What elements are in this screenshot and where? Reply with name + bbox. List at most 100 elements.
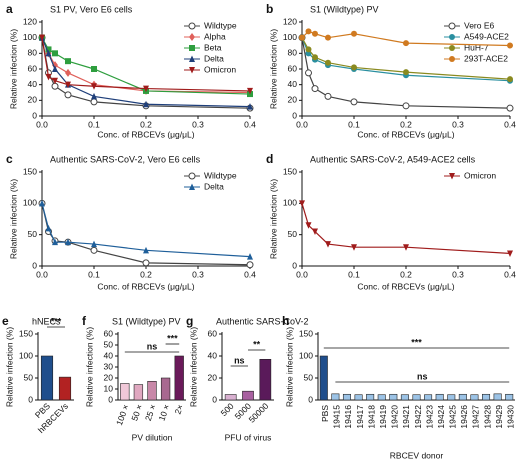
y-tick-label: 60 — [104, 328, 114, 338]
data-point — [143, 85, 149, 93]
data-point — [91, 92, 97, 100]
bar — [435, 393, 444, 401]
x-tick-label: 0.4 — [504, 269, 516, 279]
x-tick-label: 0.3 — [192, 269, 204, 279]
y-axis-label: Relative infection (%) — [8, 179, 18, 259]
x-tick-label: 0.4 — [244, 269, 256, 279]
panel-label: d — [266, 152, 273, 166]
x-axis-label: Conc. of RBCEVs (μg/μL) — [97, 129, 194, 139]
legend-label: Wildtype — [204, 170, 237, 180]
y-tick-label: 100 — [23, 198, 37, 208]
y-tick-label: 0 — [108, 394, 113, 404]
data-point — [52, 77, 58, 85]
y-tick-label: 120 — [283, 16, 297, 26]
legend-marker — [449, 45, 455, 51]
data-point — [52, 61, 58, 70]
y-tick-label: 120 — [23, 16, 37, 26]
y-tick-label: 0 — [28, 394, 33, 404]
data-point — [305, 28, 312, 35]
data-point — [247, 103, 253, 110]
x-tick-label: 19418 — [366, 405, 376, 429]
bar — [342, 393, 351, 401]
data-point — [65, 58, 71, 65]
data-point — [507, 42, 513, 49]
y-tick-label: 100 — [283, 32, 297, 42]
bar — [389, 393, 398, 401]
y-tick-label: 100 — [283, 198, 297, 208]
data-point — [91, 83, 97, 90]
y-tick-label: 20 — [28, 95, 38, 105]
y-axis-label: Relative infection (%) — [188, 327, 198, 407]
legend-label: Vero E6 — [464, 20, 495, 30]
x-tick-label: 0.2 — [140, 269, 152, 279]
data-point — [65, 238, 71, 246]
data-point — [403, 244, 409, 251]
data-point — [247, 87, 253, 95]
y-tick-label: 20 — [288, 95, 298, 105]
x-tick-label: 19422 — [413, 405, 423, 429]
panel-title: hNECs — [32, 316, 61, 326]
y-tick-label: 150 — [299, 328, 313, 338]
data-point — [52, 238, 58, 246]
panel-title: Authentic SARS-CoV-2, A549-ACE2 cells — [310, 154, 476, 164]
y-tick-label: 60 — [28, 63, 38, 73]
data-point — [350, 98, 358, 106]
legend-marker — [189, 183, 195, 190]
legend-label: Delta — [204, 53, 224, 63]
x-tick-label: 0.2 — [400, 269, 412, 279]
legend-label: Omicron — [464, 170, 496, 180]
y-tick-label: 40 — [208, 350, 218, 360]
y-tick-label: 40 — [288, 79, 298, 89]
panel-label: a — [6, 2, 13, 16]
data-point — [312, 30, 318, 37]
data-point — [45, 49, 52, 57]
data-point — [45, 73, 52, 81]
x-tick-label: 19416 — [343, 405, 353, 429]
y-axis-label: Relative infection (%) — [268, 29, 278, 109]
bar — [366, 393, 375, 401]
y-tick-label: 0 — [212, 394, 217, 404]
legend-marker — [189, 55, 195, 62]
legend-label: Delta — [204, 181, 224, 191]
y-tick-label: 0 — [32, 260, 37, 270]
y-tick-label: 0 — [292, 110, 297, 120]
x-axis-label: PV dilution — [132, 432, 173, 442]
x-tick-label: 0.4 — [504, 119, 516, 129]
bar — [377, 394, 386, 401]
legend-label: Omicron — [204, 64, 236, 74]
y-tick-label: 50 — [304, 372, 314, 382]
legend-label: Alpha — [204, 31, 226, 41]
y-tick-label: 20 — [208, 372, 218, 382]
legend-marker — [188, 172, 196, 180]
panel-label: c — [6, 152, 13, 166]
data-point — [142, 259, 150, 267]
data-point — [91, 240, 97, 248]
bar — [458, 393, 467, 401]
panel-title: S1 PV, Vero E6 cells — [50, 4, 133, 14]
y-tick-label: 60 — [208, 328, 218, 338]
x-tick-label: 0.3 — [452, 269, 464, 279]
bar — [40, 355, 54, 401]
y-tick-label: 0 — [308, 394, 313, 404]
x-tick-label: 10 × — [156, 403, 171, 422]
panel-label: h — [282, 314, 289, 328]
data-point — [312, 54, 318, 61]
bar — [447, 394, 456, 401]
data-point — [39, 199, 45, 207]
data-point — [65, 68, 71, 77]
x-tick-label: 19429 — [494, 405, 504, 429]
legend-marker — [449, 56, 455, 62]
legend-marker — [449, 34, 455, 40]
x-axis-label: RBCEV donor — [390, 450, 444, 460]
bar — [58, 376, 72, 401]
data-point — [305, 69, 312, 77]
x-tick-label: 19430 — [505, 405, 515, 429]
data-point — [311, 85, 319, 93]
data-point — [52, 50, 58, 57]
panel-title: Authentic SARS-CoV-2 — [216, 316, 309, 326]
panel-label: f — [82, 314, 87, 328]
x-tick-label: 0.2 — [400, 119, 412, 129]
x-tick-label: 0.0 — [296, 269, 308, 279]
data-point — [325, 34, 331, 41]
data-point — [325, 241, 331, 248]
